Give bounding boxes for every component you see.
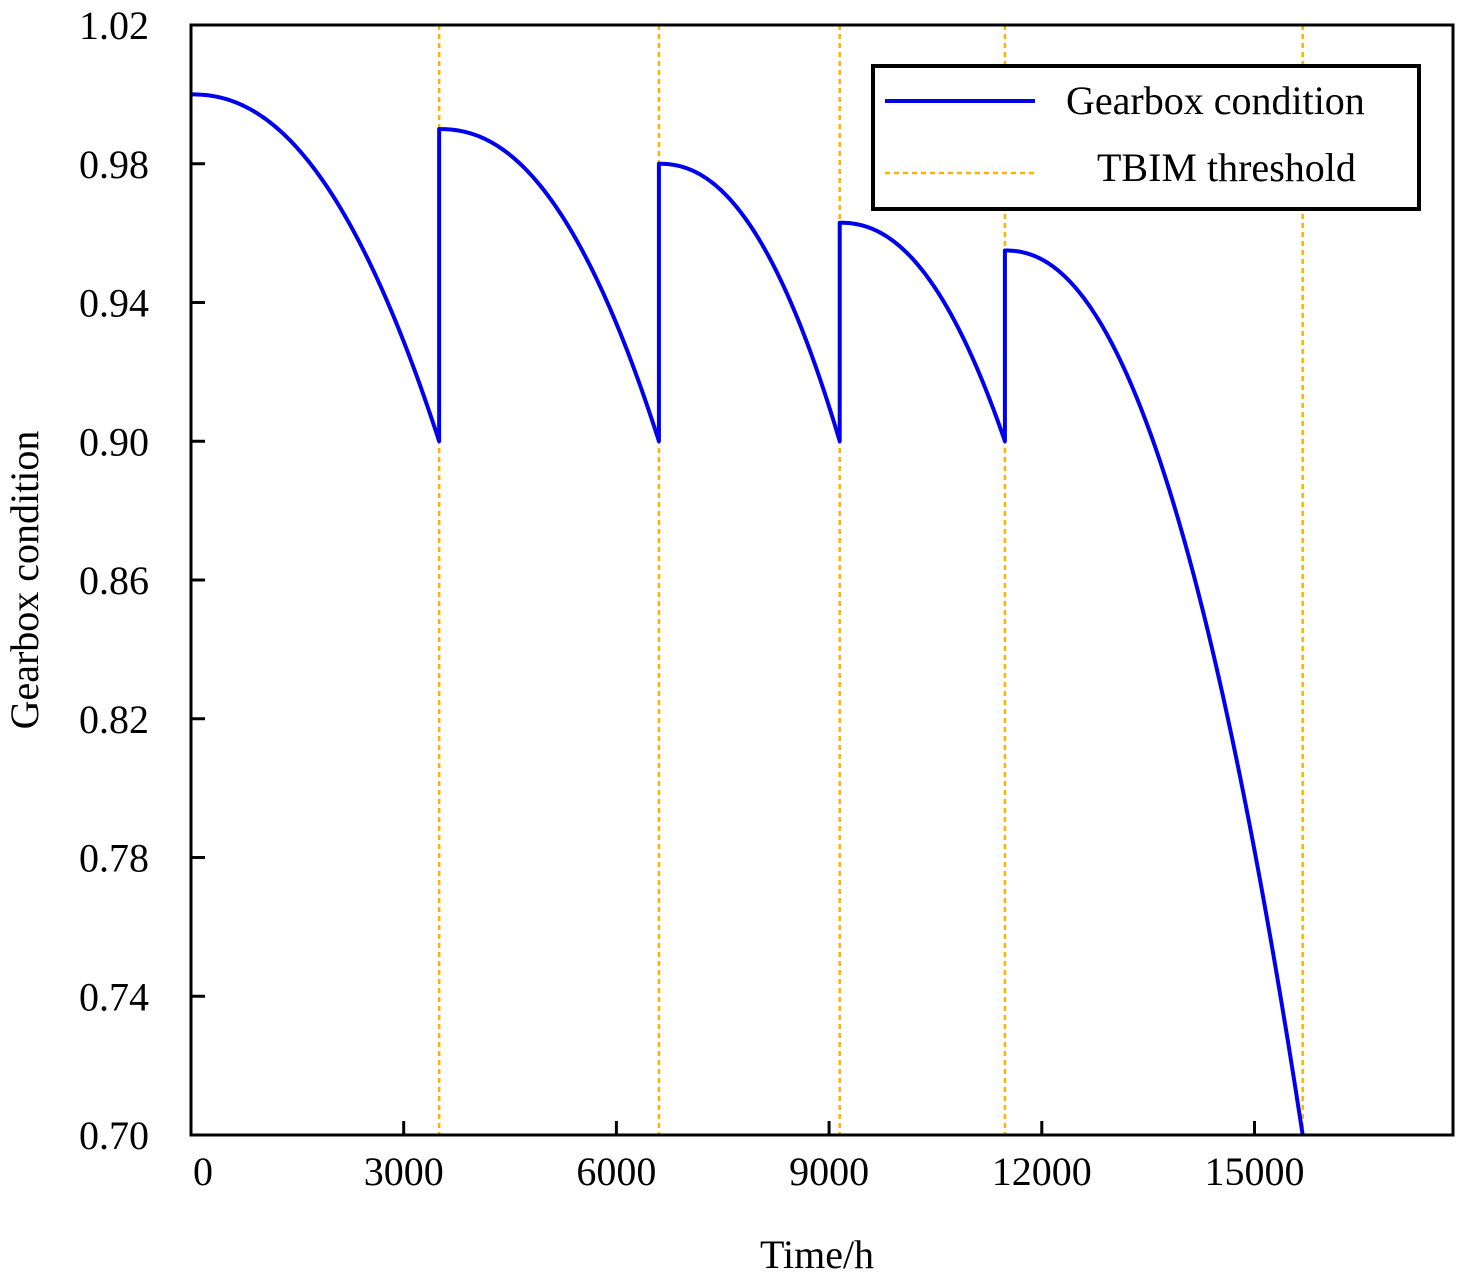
- y-tick-label: 0.86: [79, 558, 149, 603]
- tick-labels: 0 3000 6000 9000 12000 15000 0.70 0.74 0.78 0.82 0…: [79, 3, 1304, 1194]
- x-tick-label: 3000: [364, 1149, 444, 1194]
- y-tick-label: 0.98: [79, 142, 149, 187]
- y-tick-label: 1.02: [79, 3, 149, 48]
- x-tick-label: 12000: [992, 1149, 1092, 1194]
- y-tick-label: 0.74: [79, 974, 149, 1019]
- gearbox-condition-line: [191, 92, 1305, 1136]
- legend: Gearbox condition TBIM threshold: [871, 64, 1421, 211]
- x-tick-label: 0: [193, 1149, 213, 1194]
- x-tick-label: 15000: [1204, 1149, 1304, 1194]
- legend-label-gearbox-condition: Gearbox condition: [1066, 78, 1365, 123]
- axis-ticks: [191, 162, 1256, 1135]
- legend-label-tbim-threshold: TBIM threshold: [1097, 145, 1356, 190]
- y-tick-label: 0.90: [79, 419, 149, 464]
- y-tick-label: 0.70: [79, 1113, 149, 1158]
- y-tick-label: 0.78: [79, 836, 149, 881]
- x-axis-title: Time/h: [760, 1232, 874, 1277]
- x-tick-label: 6000: [576, 1149, 656, 1194]
- y-tick-label: 0.82: [79, 697, 149, 742]
- x-tick-label: 9000: [789, 1149, 869, 1194]
- condition-curves: [191, 92, 1305, 1136]
- y-axis-title: Gearbox condition: [2, 431, 47, 730]
- legend-box: [871, 64, 1421, 211]
- y-tick-label: 0.94: [79, 281, 149, 326]
